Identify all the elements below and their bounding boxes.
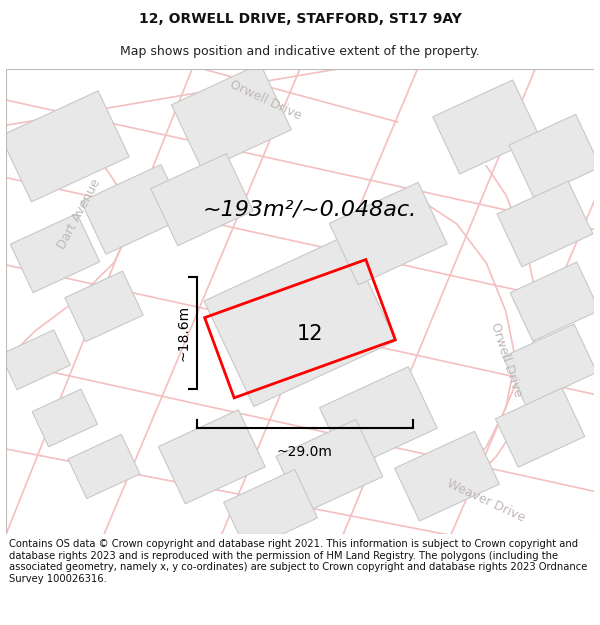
Text: Weaver Drive: Weaver Drive [445,477,527,524]
Polygon shape [1,91,129,202]
Text: Orwell Drive: Orwell Drive [228,78,304,122]
Text: ~18.6m: ~18.6m [176,305,190,361]
Polygon shape [224,469,317,551]
Polygon shape [68,434,140,499]
Polygon shape [509,114,600,198]
Polygon shape [329,182,447,285]
Polygon shape [496,388,585,468]
Text: Contains OS data © Crown copyright and database right 2021. This information is : Contains OS data © Crown copyright and d… [9,539,587,584]
Polygon shape [510,262,599,341]
Text: Dart Avenue: Dart Avenue [56,177,103,252]
Polygon shape [172,64,292,171]
Text: ~29.0m: ~29.0m [277,445,333,459]
Polygon shape [10,214,100,292]
Polygon shape [503,324,597,405]
Polygon shape [1,330,70,389]
Polygon shape [276,419,383,514]
Polygon shape [81,164,186,254]
Polygon shape [32,389,98,447]
Polygon shape [151,154,253,246]
Polygon shape [65,271,143,342]
Text: ~193m²/~0.048ac.: ~193m²/~0.048ac. [203,199,417,219]
Polygon shape [158,410,265,504]
Polygon shape [395,431,499,521]
Polygon shape [204,236,396,406]
Text: 12: 12 [296,324,323,344]
Polygon shape [319,367,437,469]
Polygon shape [433,80,539,174]
Text: 12, ORWELL DRIVE, STAFFORD, ST17 9AY: 12, ORWELL DRIVE, STAFFORD, ST17 9AY [139,12,461,26]
Text: Orwell Drive: Orwell Drive [488,321,524,399]
Polygon shape [497,181,593,267]
Text: Map shows position and indicative extent of the property.: Map shows position and indicative extent… [120,46,480,58]
